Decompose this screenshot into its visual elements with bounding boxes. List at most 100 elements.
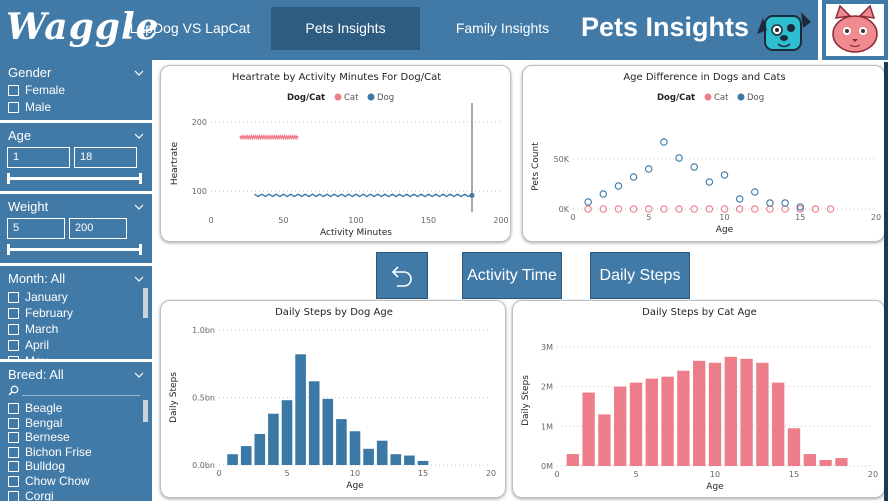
bar-age-5 (281, 400, 293, 465)
bar-age-3 (254, 433, 266, 465)
age-min-input[interactable]: 1 (7, 147, 70, 168)
age-slider-track[interactable] (8, 177, 142, 180)
bar-age-13 (756, 362, 769, 466)
dog-steps-chart: Daily Steps by Dog Age 0.0bn 0.5bn 1.0bn 0 5 1… (169, 307, 496, 491)
x-tick-label: 0 (554, 470, 559, 479)
chevron-down-icon[interactable] (134, 370, 144, 380)
weight-min-input[interactable]: 5 (7, 218, 65, 239)
x-tick-label: 5 (633, 470, 638, 479)
age-max-input[interactable]: 18 (74, 147, 137, 168)
chart-title: Age Difference in Dogs and Cats (623, 72, 785, 83)
breed-search-input[interactable] (22, 395, 140, 396)
cat-icon (826, 4, 884, 56)
checkbox[interactable] (8, 323, 19, 335)
y-tick-label: 2M (541, 383, 553, 392)
data-point-cat (796, 205, 804, 213)
checkbox[interactable] (8, 355, 19, 359)
legend-label: Dog (377, 93, 394, 103)
chevron-down-icon[interactable] (134, 68, 144, 78)
cat-steps-chart: Daily Steps by Cat Age 0M 1M 2M 3M 0 5 10 15 20 Ag… (521, 307, 878, 492)
breed-option-bengal[interactable]: Bengal (8, 416, 62, 430)
page-edge-bar (884, 62, 888, 501)
x-tick-label: 15 (418, 469, 428, 478)
data-point-cat (811, 205, 820, 213)
y-tick-label: 0.0bn (192, 461, 215, 470)
breed-option-bichon-frise[interactable]: Bichon Frise (8, 445, 92, 459)
header-divider (818, 0, 822, 60)
back-button[interactable] (376, 252, 428, 299)
y-tick-label: 1.0bn (192, 326, 215, 335)
series-line-dog (254, 193, 473, 198)
weight-slider-track[interactable] (8, 248, 142, 251)
breed-filter-panel: Breed: All Beagle Bengal Bernese Bichon … (0, 362, 152, 501)
search-icon[interactable] (8, 385, 19, 396)
data-point-cat (690, 205, 698, 213)
checkbox[interactable] (8, 402, 19, 414)
breed-option-bulldog[interactable]: Bulldog (8, 459, 65, 473)
month-option-february[interactable]: February (8, 306, 73, 320)
month-option-january[interactable]: January (8, 290, 68, 304)
month-option-march[interactable]: March (8, 322, 58, 336)
chevron-down-icon[interactable] (134, 131, 144, 141)
bar-age-15 (787, 428, 801, 466)
checkbox[interactable] (8, 84, 19, 96)
data-point-dog (796, 203, 804, 211)
checkbox[interactable] (8, 101, 19, 113)
heartrate-chart-card: Heartrate by Activity Minutes For Dog/Ca… (160, 65, 511, 242)
data-point-dog (629, 173, 638, 181)
breed-option-bernese[interactable]: Bernese (8, 430, 70, 444)
data-point-cat (660, 205, 668, 213)
breed-option-chow-chow[interactable]: Chow Chow (8, 474, 90, 488)
gender-option-female[interactable]: Female (8, 83, 65, 97)
bar-age-6 (295, 354, 306, 465)
checkbox[interactable] (8, 460, 19, 472)
checkbox[interactable] (8, 490, 19, 501)
cat-steps-chart-card: Daily Steps by Cat Age 0M 1M 2M 3M 0 5 10 15 20 Ag… (512, 300, 885, 498)
tab-family-insights[interactable]: Family Insights (455, 20, 550, 36)
daily-steps-button[interactable]: Daily Steps (590, 252, 690, 299)
end-point-marker (469, 192, 475, 198)
bar-age-7 (661, 376, 674, 466)
activity-time-button[interactable]: Activity Time (462, 252, 562, 299)
tab-lapdog-vs-lapcat[interactable]: LapDog VS LapCat (129, 20, 251, 36)
breed-scrollbar[interactable] (143, 400, 148, 422)
checkbox[interactable] (8, 339, 19, 351)
age-slider-min-handle[interactable] (7, 173, 10, 184)
month-option-may[interactable]: May (8, 354, 48, 359)
bar-age-9 (336, 419, 347, 465)
chevron-down-icon[interactable] (134, 202, 144, 212)
data-point-dog (766, 199, 774, 207)
month-scrollbar[interactable] (143, 288, 148, 318)
breed-option-corgi[interactable]: Corgi (8, 489, 54, 501)
legend-label: Cat (714, 93, 729, 103)
app-logo[interactable]: Waggle (6, 6, 160, 48)
data-point-cat (599, 205, 608, 213)
x-axis-label: Age (346, 481, 364, 491)
checkbox[interactable] (8, 475, 19, 487)
bar-age-12 (376, 440, 388, 465)
weight-slider-min-handle[interactable] (7, 244, 10, 255)
age-difference-chart-card: Age Difference in Dogs and Cats 0K 50K 0 5 10… (522, 65, 885, 242)
checkbox[interactable] (8, 307, 19, 319)
x-tick-label: 20 (486, 469, 496, 478)
month-option-april[interactable]: April (8, 338, 49, 352)
gender-option-male[interactable]: Male (8, 100, 51, 114)
checkbox[interactable] (8, 431, 19, 443)
checkbox[interactable] (8, 446, 19, 458)
header-bar: Waggle LapDog VS LapCat Pets Insights Fa… (0, 0, 888, 60)
tab-pets-insights[interactable]: Pets Insights (271, 7, 420, 50)
weight-slider-max-handle[interactable] (139, 244, 142, 255)
y-tick-label: 0.5bn (192, 394, 215, 403)
weight-max-input[interactable]: 200 (69, 218, 127, 239)
data-point-cat (751, 205, 759, 213)
age-slider-max-handle[interactable] (139, 173, 142, 184)
data-point-cat (629, 205, 638, 213)
x-tick-label: 0 (208, 216, 213, 225)
breed-option-beagle[interactable]: Beagle (8, 401, 62, 415)
chevron-down-icon[interactable] (134, 274, 144, 284)
back-arrow-icon (391, 266, 412, 287)
checkbox[interactable] (8, 417, 19, 429)
page-title: Pets Insights (581, 12, 750, 42)
checkbox[interactable] (8, 291, 19, 303)
bar-age-14 (772, 382, 785, 466)
